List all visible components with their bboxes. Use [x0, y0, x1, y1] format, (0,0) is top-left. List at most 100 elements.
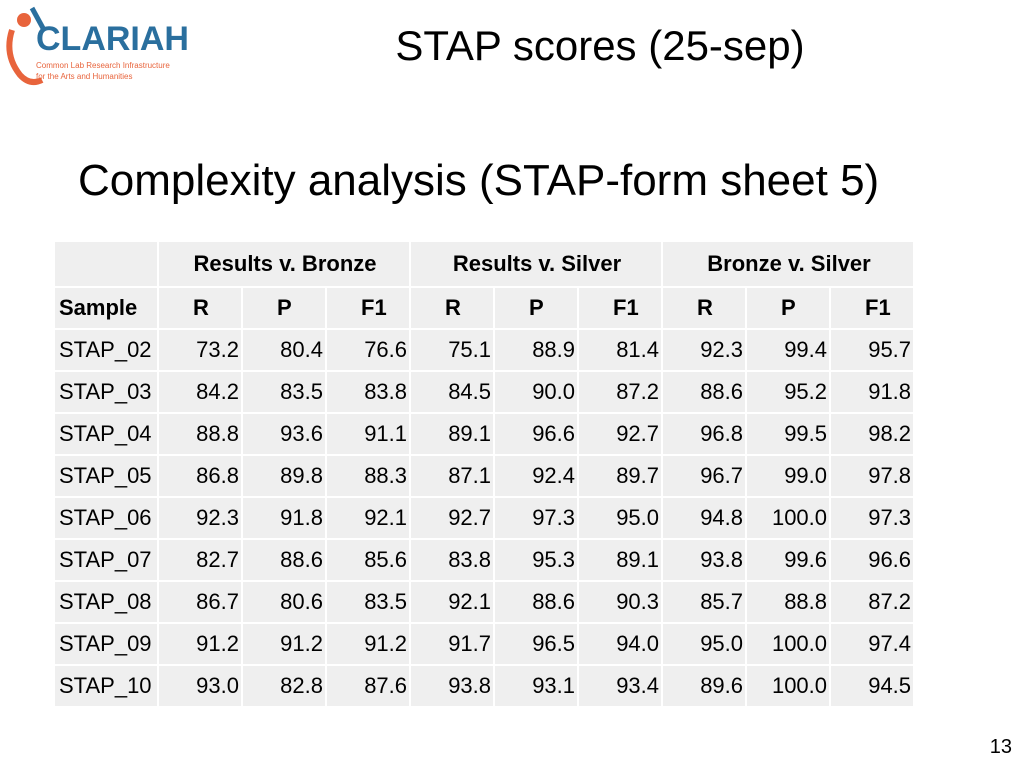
score-cell: 92.1 — [324, 496, 412, 540]
column-header: R — [661, 286, 748, 330]
score-cell: 100.0 — [745, 496, 832, 540]
logo-tagline: Common Lab Research Infrastructure — [36, 61, 170, 70]
score-cell: 87.1 — [409, 454, 496, 498]
logo-name: CLARIAH — [36, 20, 189, 58]
sample-cell: STAP_07 — [53, 538, 159, 582]
score-cell: 87.6 — [324, 664, 412, 708]
sample-cell: STAP_02 — [53, 328, 159, 372]
score-cell: 93.6 — [241, 412, 327, 456]
column-header: Sample — [53, 286, 159, 330]
score-cell: 93.1 — [493, 664, 580, 708]
score-cell: 88.3 — [324, 454, 412, 498]
column-header: R — [409, 286, 496, 330]
column-header: F1 — [829, 286, 916, 330]
score-cell: 82.7 — [157, 538, 243, 582]
table-row: STAP_06 92.3 91.8 92.1 92.7 97.3 95.0 94.8 100.0… — [53, 496, 916, 540]
score-cell: 89.6 — [661, 664, 748, 708]
sample-cell: STAP_10 — [53, 664, 159, 708]
sample-cell: STAP_05 — [53, 454, 159, 498]
score-cell: 92.7 — [409, 496, 496, 540]
group-header: Results v. Bronze — [156, 240, 412, 288]
table-row: STAP_09 91.2 91.2 91.2 91.7 96.5 94.0 95.0 100.0… — [53, 622, 916, 666]
score-cell: 95.2 — [745, 370, 832, 414]
score-cell: 84.2 — [157, 370, 243, 414]
column-header: P — [493, 286, 580, 330]
score-cell: 91.8 — [829, 370, 916, 414]
score-cell: 87.2 — [829, 580, 916, 624]
logo-head — [17, 13, 31, 27]
score-cell: 89.7 — [577, 454, 664, 498]
score-cell: 83.5 — [241, 370, 327, 414]
score-cell: 85.7 — [661, 580, 748, 624]
score-cell: 95.7 — [829, 328, 916, 372]
score-cell: 80.4 — [241, 328, 327, 372]
score-cell: 90.0 — [493, 370, 580, 414]
score-cell: 88.8 — [745, 580, 832, 624]
score-cell: 95.0 — [661, 622, 748, 666]
score-cell: 88.8 — [157, 412, 243, 456]
group-header: Bronze v. Silver — [661, 240, 916, 288]
logo-arc — [6, 29, 44, 86]
score-cell: 92.3 — [157, 496, 243, 540]
score-cell: 83.5 — [324, 580, 412, 624]
score-cell: 91.7 — [409, 622, 496, 666]
score-cell: 95.0 — [577, 496, 664, 540]
column-header: F1 — [324, 286, 412, 330]
sample-cell: STAP_08 — [53, 580, 159, 624]
score-cell: 99.5 — [745, 412, 832, 456]
score-cell: 86.8 — [157, 454, 243, 498]
table-row: STAP_10 93.0 82.8 87.6 93.8 93.1 93.4 89.6 100.0… — [53, 664, 916, 708]
sample-cell: STAP_09 — [53, 622, 159, 666]
group-header: Results v. Silver — [409, 240, 664, 288]
score-cell: 96.7 — [661, 454, 748, 498]
score-cell: 92.7 — [577, 412, 664, 456]
score-cell: 89.8 — [241, 454, 327, 498]
score-cell: 99.0 — [745, 454, 832, 498]
score-cell: 89.1 — [409, 412, 496, 456]
score-cell: 82.8 — [241, 664, 327, 708]
score-cell: 91.2 — [241, 622, 327, 666]
table-row: STAP_08 86.7 80.6 83.5 92.1 88.6 90.3 85.7 88.8 8… — [53, 580, 916, 624]
score-cell: 94.5 — [829, 664, 916, 708]
score-cell: 91.2 — [324, 622, 412, 666]
score-cell: 88.6 — [661, 370, 748, 414]
column-header: P — [745, 286, 832, 330]
table-row: STAP_05 86.8 89.8 88.3 87.1 92.4 89.7 96.7 99.0 9… — [53, 454, 916, 498]
score-cell: 93.8 — [661, 538, 748, 582]
score-cell: 97.3 — [829, 496, 916, 540]
table-row: STAP_02 73.2 80.4 76.6 75.1 88.9 81.4 92.3 99.4 9… — [53, 328, 916, 372]
score-cell: 92.4 — [493, 454, 580, 498]
score-cell: 94.8 — [661, 496, 748, 540]
logo: CLARIAH Common Lab Research Infrastructu… — [6, 6, 189, 86]
heading: Complexity analysis (STAP-form sheet 5) — [78, 156, 880, 205]
group-header-row: Results v. Bronze Results v. Silver Bronze… — [53, 240, 916, 288]
column-header: P — [241, 286, 327, 330]
score-cell: 88.6 — [493, 580, 580, 624]
score-cell: 86.7 — [157, 580, 243, 624]
score-cell: 91.2 — [157, 622, 243, 666]
score-cell: 95.3 — [493, 538, 580, 582]
score-cell: 99.4 — [745, 328, 832, 372]
score-cell: 91.1 — [324, 412, 412, 456]
score-cell: 91.8 — [241, 496, 327, 540]
sample-cell: STAP_06 — [53, 496, 159, 540]
sample-cell: STAP_04 — [53, 412, 159, 456]
header-cell — [53, 240, 159, 288]
column-header-row: Sample R P F1 R P F1 R P F1 — [53, 286, 916, 330]
score-cell: 94.0 — [577, 622, 664, 666]
score-cell: 97.8 — [829, 454, 916, 498]
score-cell: 100.0 — [745, 622, 832, 666]
score-cell: 88.6 — [241, 538, 327, 582]
score-cell: 92.1 — [409, 580, 496, 624]
page-number: 13 — [989, 736, 1012, 758]
score-cell: 85.6 — [324, 538, 412, 582]
score-cell: 81.4 — [577, 328, 664, 372]
score-cell: 84.5 — [409, 370, 496, 414]
score-cell: 97.3 — [493, 496, 580, 540]
score-cell: 96.6 — [829, 538, 916, 582]
logo-tagline: for the Arts and Humanities — [36, 72, 133, 81]
score-cell: 96.6 — [493, 412, 580, 456]
score-cell: 93.8 — [409, 664, 496, 708]
score-cell: 96.8 — [661, 412, 748, 456]
